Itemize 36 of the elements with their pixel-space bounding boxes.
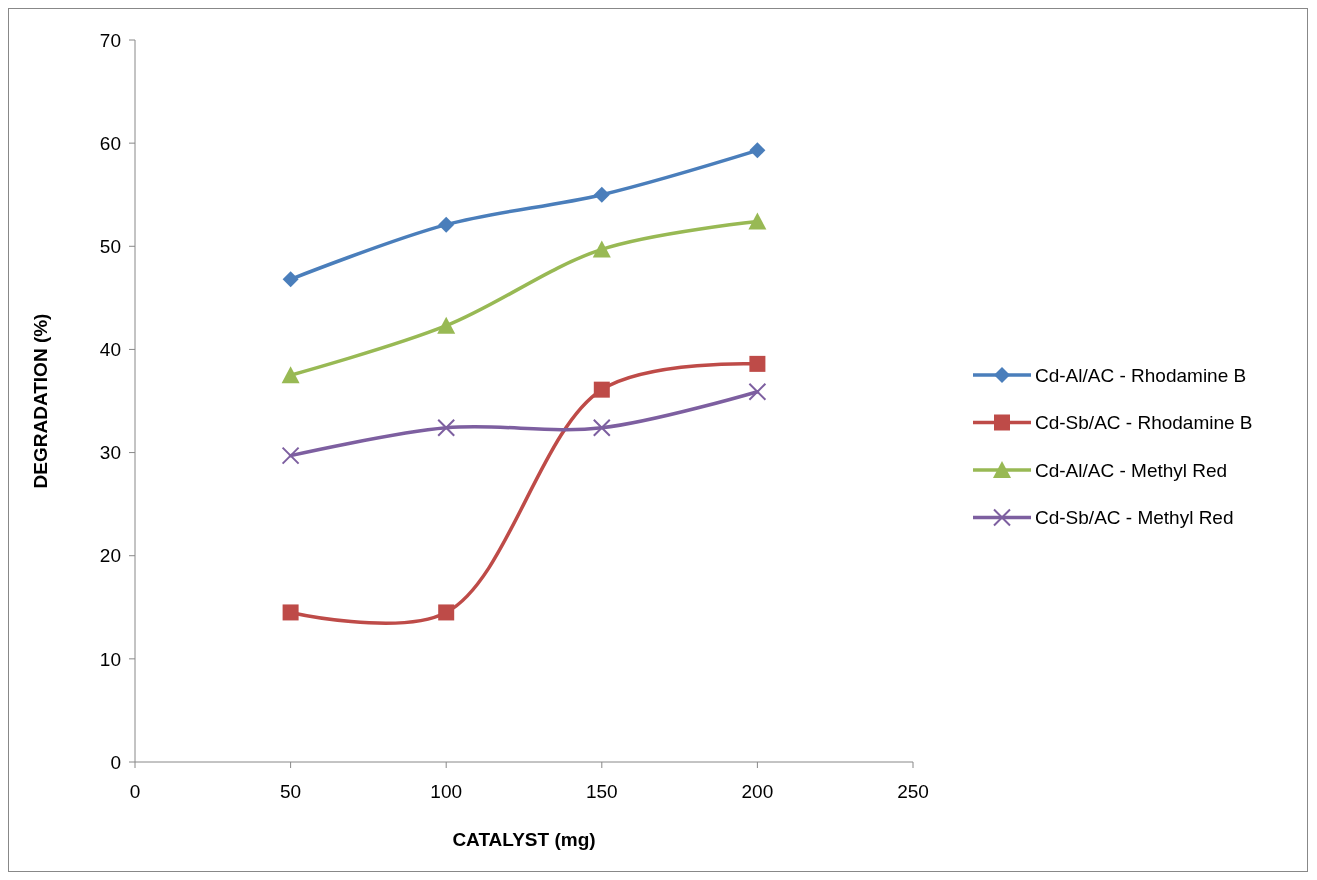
y-tick-label: 60 [99, 132, 121, 154]
y-tick-label: 30 [99, 442, 121, 464]
y-tick-label: 50 [99, 235, 121, 257]
y-tick-label: 10 [99, 648, 121, 670]
x-axis-title: CATALYST (mg) [452, 829, 596, 850]
point [281, 446, 300, 465]
point [592, 418, 611, 437]
legend-label: Cd-Sb/AC - Methyl Red [1035, 507, 1234, 529]
point [438, 604, 455, 621]
point [593, 381, 610, 398]
x-tick-label: 150 [585, 781, 618, 802]
x-tick-label: 100 [430, 781, 463, 802]
point [748, 212, 767, 230]
x-tick-label: 50 [280, 781, 302, 802]
point [282, 604, 299, 621]
legend-label: Cd-Al/AC - Rhodamine B [1035, 364, 1247, 386]
point [281, 366, 300, 384]
y-tick-label: 0 [110, 751, 121, 773]
point [593, 186, 610, 203]
x-tick-label: 200 [741, 781, 774, 802]
point [437, 316, 456, 334]
y-axis-title: DEGRADATION (%) [30, 313, 51, 489]
legend-label: Cd-Al/AC - Methyl Red [1035, 459, 1228, 481]
point [438, 216, 455, 233]
x-tick-label: 250 [897, 781, 929, 802]
point [748, 382, 767, 401]
point [749, 355, 766, 372]
y-tick-label: 40 [99, 339, 121, 361]
legend-label: Cd-Sb/AC - Rhodamine B [1035, 412, 1253, 434]
point [437, 418, 456, 437]
point [282, 271, 299, 288]
y-tick-label: 70 [99, 29, 121, 51]
point [749, 142, 766, 159]
point [592, 240, 611, 258]
y-tick-label: 20 [99, 545, 121, 567]
x-tick-label: 0 [129, 781, 141, 802]
